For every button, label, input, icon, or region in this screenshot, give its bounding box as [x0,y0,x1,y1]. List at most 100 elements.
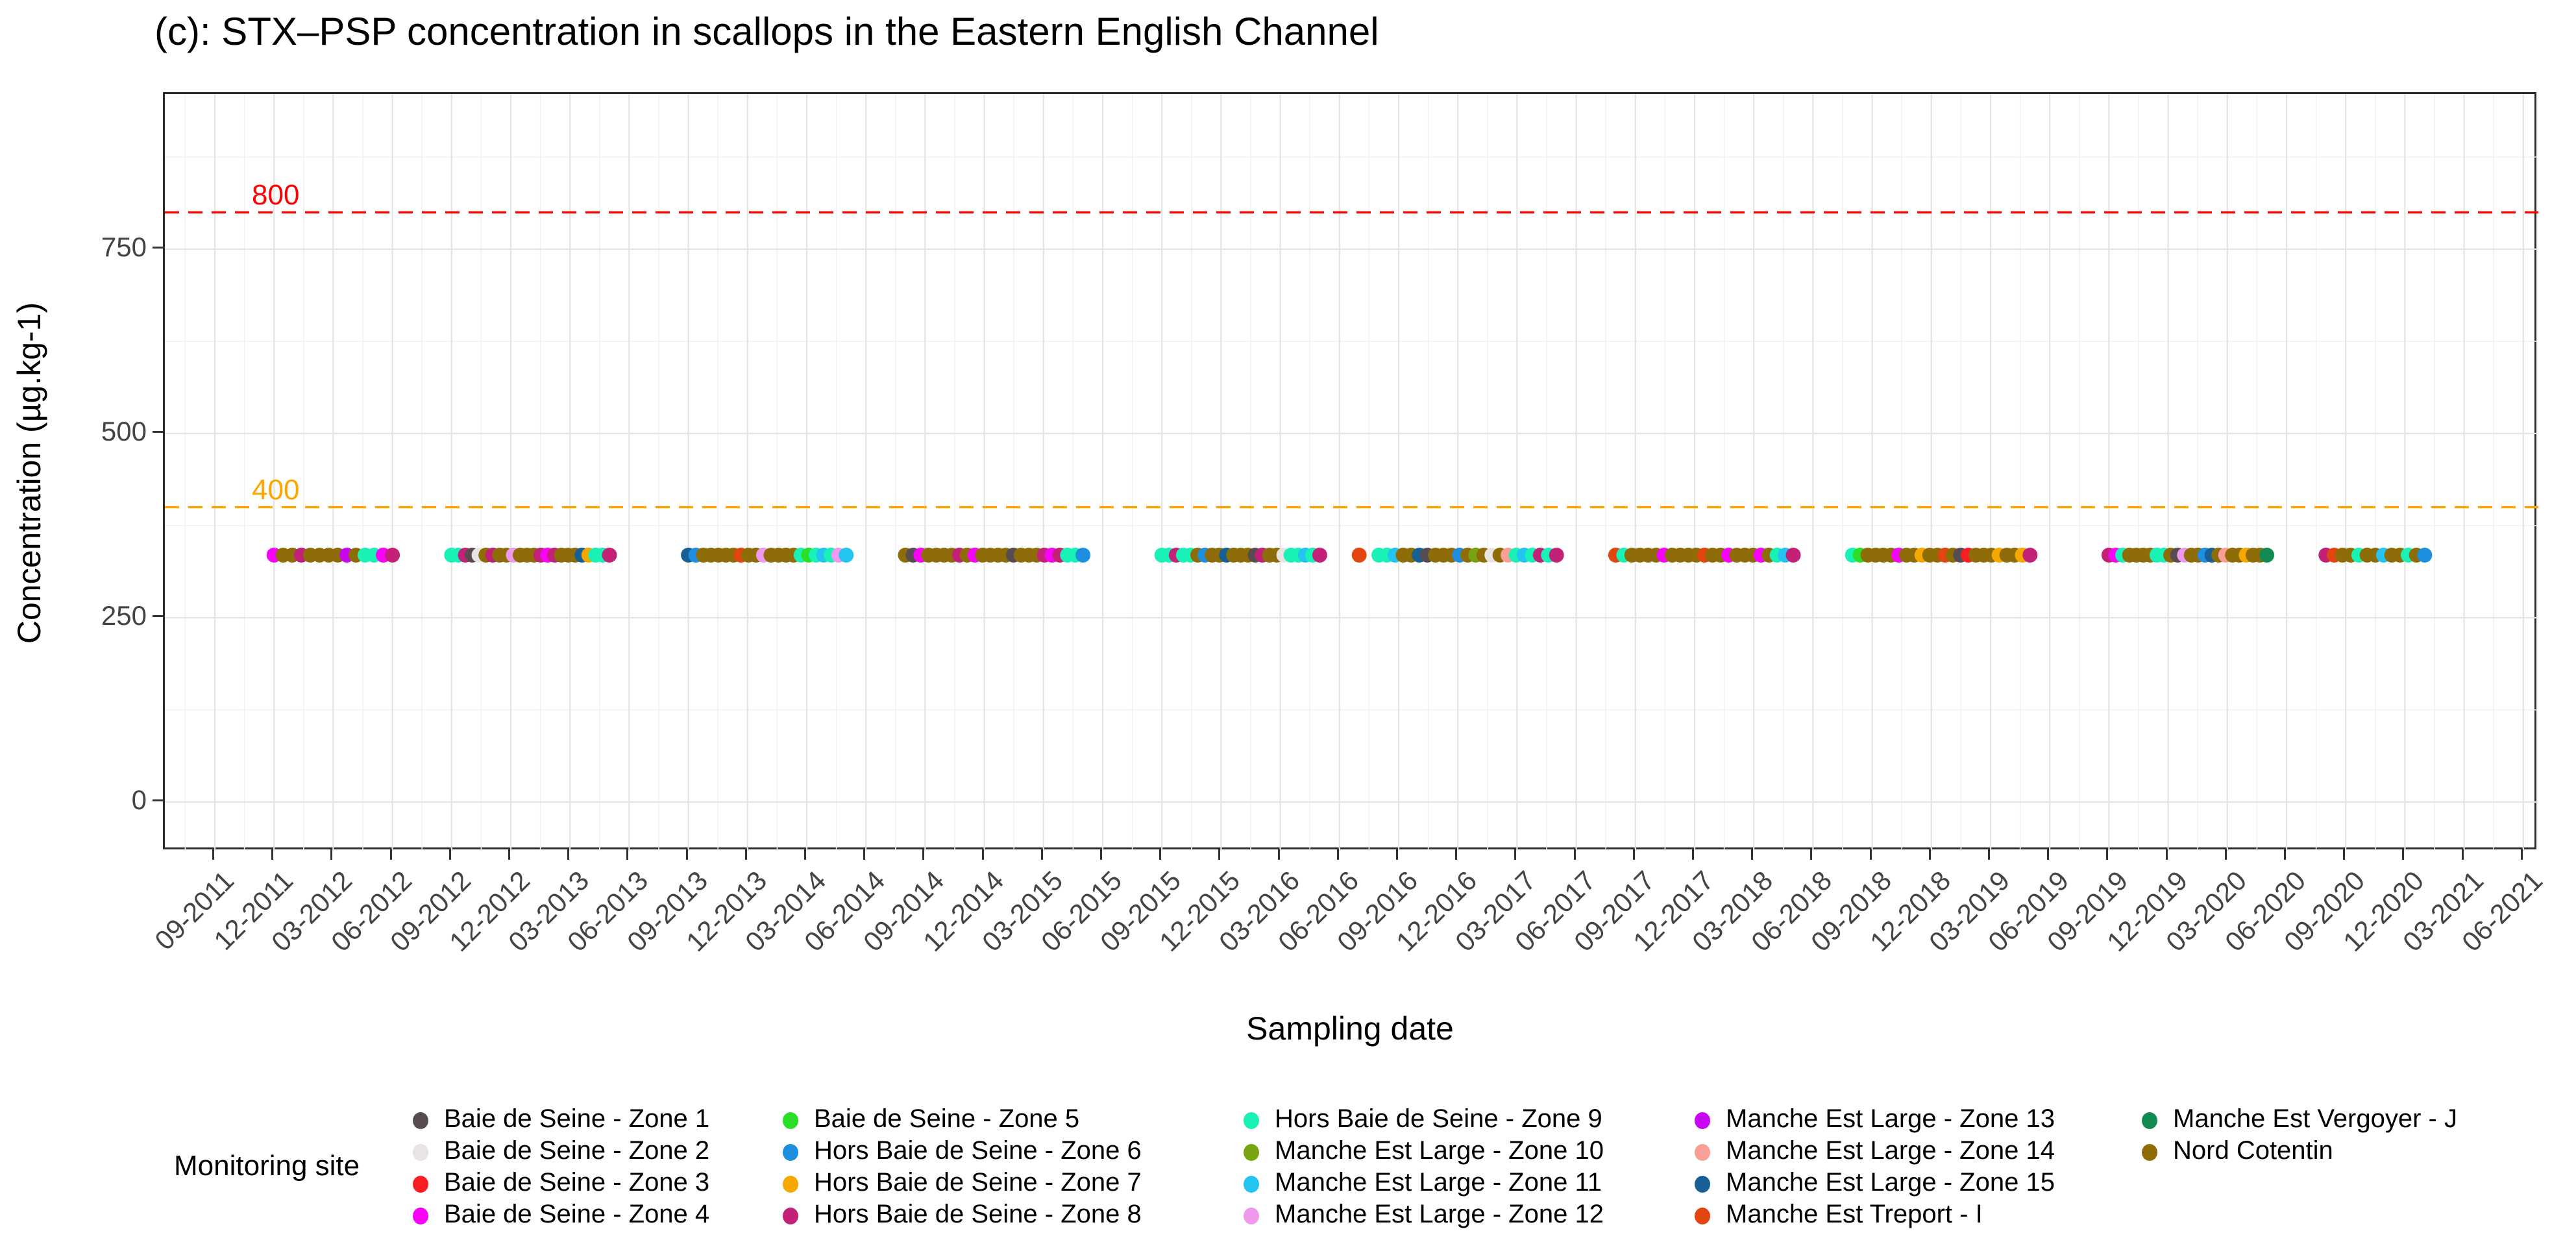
x-tick-mark [2224,849,2227,860]
legend-swatch-z4 [413,1208,428,1224]
legend-swatch-z5 [783,1112,798,1129]
legend-label-z12: Manche Est Large - Zone 12 [1275,1200,1604,1228]
legend-label-z4: Baie de Seine - Zone 4 [444,1200,710,1228]
y-tick-mark [153,431,163,433]
legend-label-z13: Manche Est Large - Zone 13 [1726,1104,2055,1133]
x-tick-mark [1336,849,1339,860]
legend-label-z11: Manche Est Large - Zone 11 [1275,1168,1602,1197]
x-tick-mark [389,849,392,860]
x-tick-mark [626,849,629,860]
x-tick-mark [2402,849,2405,860]
data-point [2022,547,2038,563]
y-tick-label: 250 [101,600,147,631]
legend-label-z7: Hors Baie de Seine - Zone 7 [814,1168,1142,1197]
x-tick-mark [1040,849,1043,860]
x-tick-mark [981,849,984,860]
legend-label-z3: Baie de Seine - Zone 3 [444,1168,710,1197]
data-point [839,547,854,563]
x-tick-mark [1810,849,1813,860]
x-tick-mark [2106,849,2109,860]
y-tick-mark [153,247,163,249]
legend-label-z2: Baie de Seine - Zone 2 [444,1136,710,1165]
x-tick-mark [448,849,451,860]
x-tick-mark [1396,849,1398,860]
legend-swatch-z13 [1695,1112,1710,1129]
legend-label-z15: Manche Est Large - Zone 15 [1726,1168,2055,1197]
plot-panel: 800 400 [163,92,2538,851]
data-point [1785,547,1801,563]
legend-swatch-vj [2142,1112,2157,1129]
x-tick-mark [2520,849,2523,860]
x-tick-mark [1514,849,1517,860]
legend-swatch-z1 [413,1112,428,1129]
y-axis-title: Concentration (µg.kg-1) [11,302,47,644]
legend-swatch-z10 [1244,1144,1259,1161]
y-tick-mark [153,799,163,801]
x-axis-title: Sampling date [1246,1010,1454,1047]
x-tick-mark [567,849,570,860]
x-tick-mark [2461,849,2464,860]
data-point [2417,547,2433,563]
data-point [385,547,400,563]
y-tick-label: 500 [101,416,147,446]
legend-label-z9: Hors Baie de Seine - Zone 9 [1275,1104,1602,1133]
legend-swatch-z6 [783,1144,798,1161]
x-tick-mark [1751,849,1754,860]
data-point [602,547,617,563]
legend-swatch-tr [1695,1208,1710,1224]
x-tick-mark [508,849,510,860]
x-tick-mark [1869,849,1872,860]
legend-label-z10: Manche Est Large - Zone 10 [1275,1136,1604,1165]
x-tick-mark [1928,849,1931,860]
legend-swatch-z14 [1695,1144,1710,1161]
x-tick-mark [804,849,806,860]
legend-swatch-nc [2142,1144,2157,1161]
legend-title: Monitoring site [174,1150,360,1182]
x-tick-mark [1218,849,1221,860]
threshold-label: 800 [252,179,299,211]
x-tick-mark [1573,849,1576,860]
y-tick-label: 750 [101,232,147,262]
x-tick-mark [212,849,214,860]
x-tick-mark [1277,849,1280,860]
legend-label-nc: Nord Cotentin [2173,1136,2333,1165]
legend-label-z14: Manche Est Large - Zone 14 [1726,1136,2055,1165]
legend-label-vj: Manche Est Vergoyer - J [2173,1104,2457,1133]
y-tick-label: 0 [131,785,147,815]
x-tick-mark [1159,849,1162,860]
legend-label-z5: Baie de Seine - Zone 5 [814,1104,1080,1133]
legend-swatch-z15 [1695,1176,1710,1193]
data-point [2259,547,2275,563]
x-tick-mark [2343,849,2346,860]
legend-swatch-z9 [1244,1112,1259,1129]
legend-swatch-z11 [1244,1176,1259,1193]
y-tick-mark [153,615,163,617]
legend-label-z6: Hors Baie de Seine - Zone 6 [814,1136,1142,1165]
x-tick-mark [1988,849,1990,860]
threshold-label: 400 [252,474,299,506]
x-tick-mark [2047,849,2050,860]
legend-swatch-z7 [783,1176,798,1193]
x-tick-mark [1632,849,1635,860]
legend-swatch-z12 [1244,1208,1259,1224]
chart-title: (c): STX–PSP concentration in scallops i… [154,10,1379,53]
x-tick-mark [1692,849,1694,860]
legend-swatch-z3 [413,1176,428,1193]
x-tick-mark [863,849,866,860]
legend-label-z8: Hors Baie de Seine - Zone 8 [814,1200,1142,1228]
x-tick-mark [2165,849,2168,860]
legend-label-z1: Baie de Seine - Zone 1 [444,1104,710,1133]
x-tick-mark [744,849,747,860]
legend-label-tr: Manche Est Treport - I [1726,1200,1983,1228]
legend-swatch-z2 [413,1144,428,1161]
legend-swatch-z8 [783,1208,798,1224]
data-point [1351,547,1367,563]
plot-canvas: 800 400 [165,94,2538,851]
x-tick-mark [922,849,925,860]
data-point [1549,547,1564,563]
x-tick-mark [1455,849,1458,860]
data-point [1312,547,1327,563]
data-point [1075,547,1091,563]
x-tick-mark [685,849,688,860]
